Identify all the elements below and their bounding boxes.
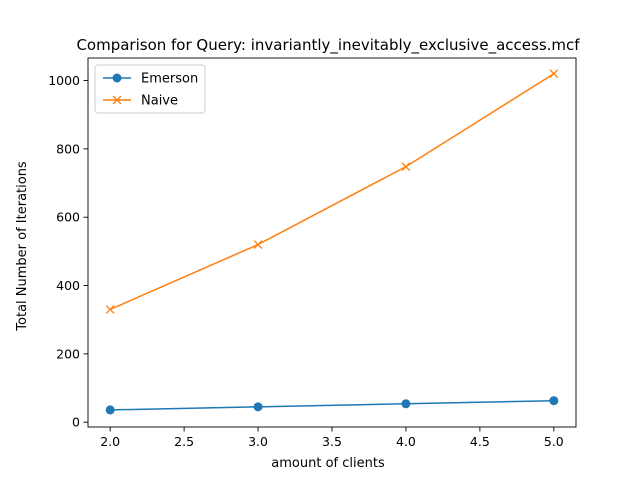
data-point-naive — [253, 240, 263, 250]
legend-label-emerson: Emerson — [141, 72, 198, 87]
x-tick-label: 2.0 — [100, 434, 120, 449]
chart-title: Comparison for Query: invariantly_inevit… — [76, 36, 580, 55]
plot-area: 2.0 2.5 3.0 3.5 4.0 4.5 5.0 0 200 400 600 800 1000 — [48, 57, 577, 449]
x-tick-label: 3.5 — [322, 434, 342, 449]
y-axis-label: Total Number of Iterations — [15, 161, 30, 332]
legend-box — [94, 64, 206, 114]
y-tick-label: 1000 — [48, 73, 80, 88]
x-tick-label: 5.0 — [544, 434, 564, 449]
y-tick-label: 600 — [56, 210, 80, 225]
x-tick-label: 3.0 — [248, 434, 268, 449]
series-line-emerson — [110, 399, 554, 411]
y-tick-label: 0 — [72, 415, 80, 430]
y-tick-label: 400 — [56, 278, 80, 293]
data-point-emerson — [253, 402, 263, 412]
data-point-emerson — [549, 396, 559, 406]
x-tick-label: 2.5 — [174, 434, 194, 449]
x-tick-label: 4.0 — [396, 434, 416, 449]
data-point-naive — [401, 162, 411, 172]
x-axis-label: amount of clients — [271, 456, 385, 471]
legend-marker-naive — [112, 95, 122, 105]
series-line-naive — [109, 73, 555, 311]
x-tick-label: 4.5 — [470, 434, 490, 449]
data-point-naive — [549, 69, 559, 79]
data-point-emerson — [401, 399, 411, 409]
y-tick-label: 800 — [56, 141, 80, 156]
data-point-emerson — [105, 405, 115, 415]
y-tick-label: 200 — [56, 346, 80, 361]
legend: Emerson Naive — [94, 64, 206, 114]
legend-marker-emerson — [112, 73, 122, 83]
legend-label-naive: Naive — [141, 94, 178, 109]
data-point-naive — [105, 305, 115, 314]
